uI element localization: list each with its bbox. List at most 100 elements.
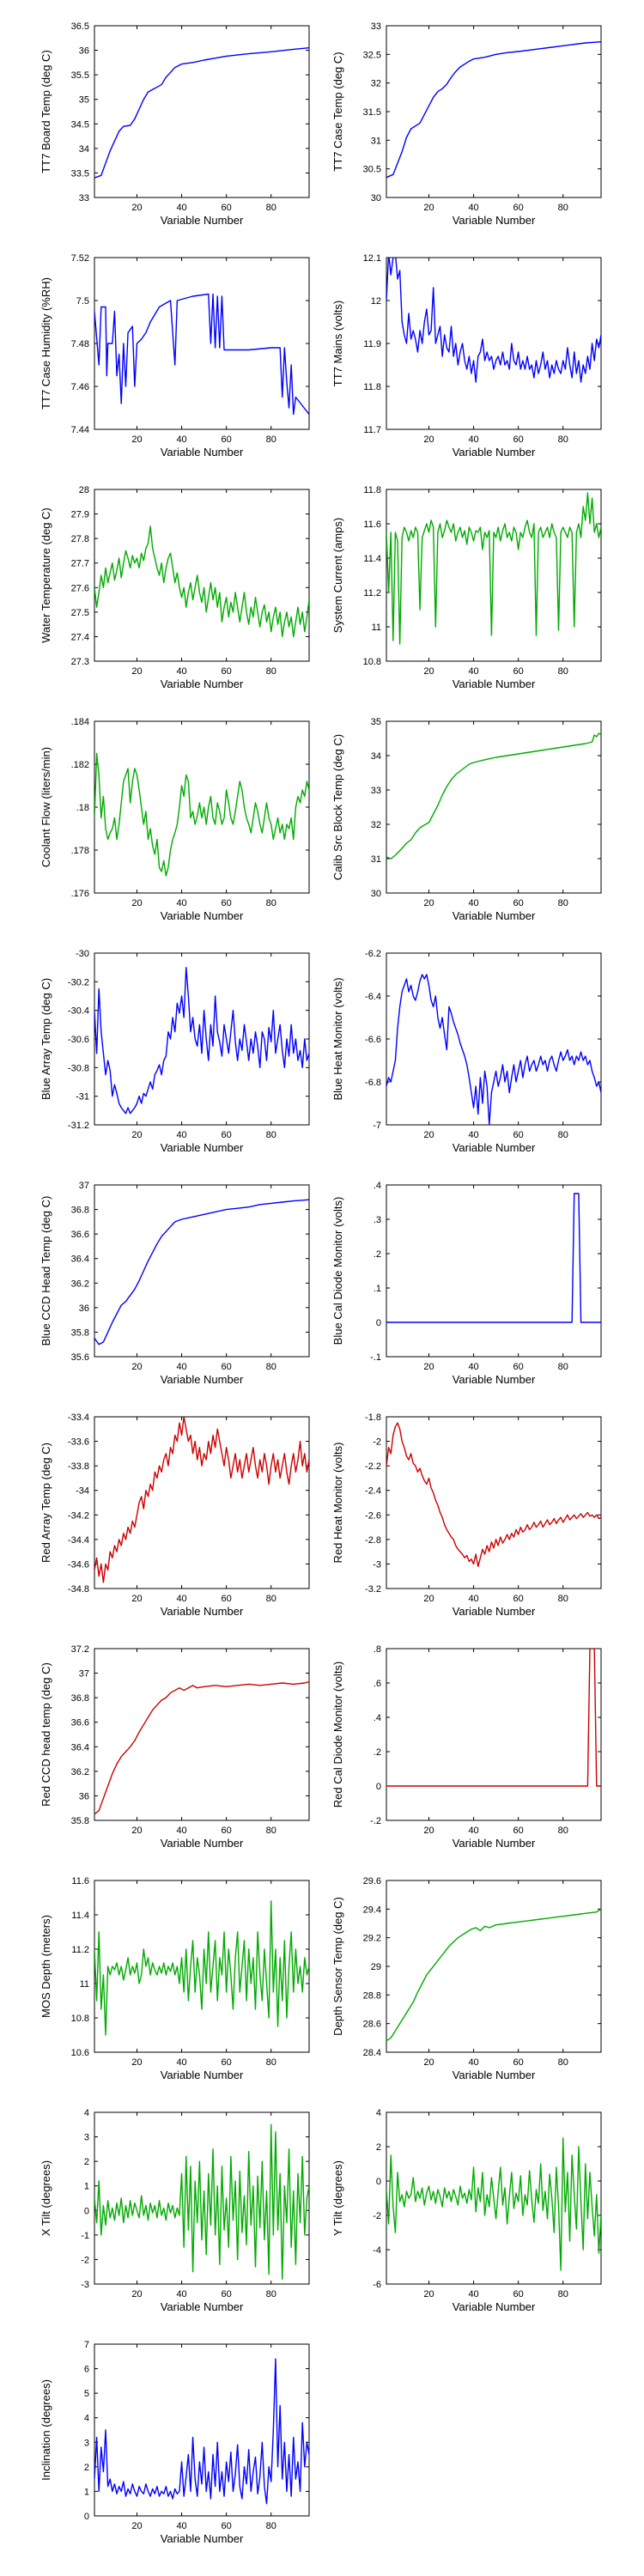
y-tick-label: 7.44 bbox=[71, 425, 89, 435]
plot-frame bbox=[386, 489, 602, 662]
x-axis-label: Variable Number bbox=[161, 2532, 244, 2545]
y-tick-label: 36.8 bbox=[71, 1693, 89, 1704]
plot-frame bbox=[94, 1416, 310, 1589]
y-tick-label: -3 bbox=[373, 1559, 381, 1570]
y-tick-label: -7 bbox=[373, 1121, 381, 1131]
y-tick-label: 10.6 bbox=[71, 2048, 89, 2058]
y-tick-label: 1 bbox=[84, 2487, 89, 2497]
x-tick-label: 20 bbox=[423, 1130, 434, 1140]
x-tick-label: 80 bbox=[558, 2057, 568, 2068]
y-axis-label: Red CCD head temp (deg C) bbox=[39, 1662, 52, 1807]
y-tick-label: 27.3 bbox=[71, 657, 89, 667]
chart-svg: 20 40 60 80 -34.8 -34.6 -34.4 -34.2 -34 -33.8 -33.… bbox=[39, 1413, 310, 1618]
y-tick-label: -2 bbox=[373, 1437, 381, 1448]
y-tick-label: 4 bbox=[84, 2414, 89, 2424]
y-tick-label: 35 bbox=[371, 717, 381, 727]
x-tick-label: 80 bbox=[266, 1362, 276, 1372]
x-tick-label: 80 bbox=[266, 2521, 276, 2531]
chart-1: 20 40 60 80 33 33.5 34 34.5 35 35.5 36 36.5 Variable… bbox=[9, 10, 310, 238]
x-tick-label: 80 bbox=[558, 1594, 568, 1604]
y-tick-label: .178 bbox=[71, 846, 89, 856]
y-tick-label: -2.6 bbox=[365, 1510, 381, 1521]
x-tick-label: 40 bbox=[176, 898, 186, 908]
y-tick-label: 29.6 bbox=[363, 1876, 381, 1886]
plot-frame bbox=[386, 1880, 602, 2053]
y-tick-label: -4 bbox=[373, 2245, 381, 2256]
x-axis-label: Variable Number bbox=[161, 1605, 244, 1618]
chart-svg: 20 40 60 80 -.2 0 .2 .4 .6 .8 Variable Number Red C… bbox=[331, 1644, 602, 1850]
y-tick-label: -34 bbox=[76, 1486, 89, 1497]
series-line-1 bbox=[94, 966, 309, 1115]
y-tick-label: -6.4 bbox=[365, 992, 381, 1002]
series-line-1 bbox=[94, 752, 309, 877]
x-tick-label: 40 bbox=[468, 2057, 478, 2068]
y-tick-label: 28.8 bbox=[363, 1990, 381, 2001]
x-tick-label: 60 bbox=[222, 2289, 232, 2300]
y-tick-label: 7 bbox=[84, 2340, 89, 2350]
x-tick-label: 20 bbox=[423, 434, 434, 445]
y-axis-label: TT7 Mains (volts) bbox=[331, 301, 344, 386]
series-line-1 bbox=[94, 1417, 309, 1583]
y-tick-label: -33.8 bbox=[68, 1461, 89, 1472]
x-tick-label: 80 bbox=[558, 2289, 568, 2300]
x-axis-label: Variable Number bbox=[453, 1605, 536, 1618]
x-tick-label: 80 bbox=[266, 666, 276, 677]
x-tick-label: 40 bbox=[176, 434, 186, 445]
y-tick-label: 30 bbox=[371, 889, 381, 899]
y-axis-label: Depth Sensor Temp (deg C) bbox=[331, 1897, 344, 2036]
chart-svg: 20 40 60 80 35.6 35.8 36 36.2 36.4 36.6 36.8 37 Vari… bbox=[39, 1181, 310, 1386]
series-line-1 bbox=[94, 293, 309, 416]
x-tick-label: 80 bbox=[558, 1362, 568, 1372]
x-axis-label: Variable Number bbox=[161, 214, 244, 227]
chart-svg: 20 40 60 80 10.6 10.8 11 11.2 11.4 11.6 Variable N… bbox=[39, 1876, 310, 2081]
x-tick-label: 20 bbox=[131, 2289, 142, 2300]
y-tick-label: 0 bbox=[376, 2177, 381, 2187]
x-tick-label: 60 bbox=[222, 434, 232, 445]
x-axis-label: Variable Number bbox=[453, 446, 536, 459]
y-tick-label: 12.1 bbox=[363, 253, 381, 264]
y-axis-label: Blue Heat Monitor (volts) bbox=[331, 977, 344, 1100]
y-tick-label: 33 bbox=[371, 786, 381, 796]
y-axis-label: Blue Array Temp (deg C) bbox=[39, 978, 52, 1100]
x-tick-label: 60 bbox=[513, 666, 524, 677]
chart-17: 20 40 60 80 10.6 10.8 11 11.2 11.4 11.6 Variable N… bbox=[9, 1865, 310, 2093]
y-tick-label: -2.4 bbox=[365, 1486, 381, 1497]
y-tick-label: 11.6 bbox=[71, 1876, 89, 1886]
x-tick-label: 60 bbox=[222, 2057, 232, 2068]
y-tick-label: -6 bbox=[373, 2280, 381, 2290]
chart-18: 20 40 60 80 28.4 28.6 28.8 29 29.2 29.4 29.6 Variab… bbox=[301, 1865, 602, 2093]
chart-5: 20 40 60 80 27.3 27.4 27.5 27.6 27.7 27.8 27.9 28 Va… bbox=[9, 474, 310, 702]
chart-svg: 20 40 60 80 10.8 11 11.2 11.4 11.6 11.8 Variable N… bbox=[331, 485, 602, 690]
chart-20: 20 40 60 80 -6 -4 -2 0 2 4 Variable Number Y Tilt (… bbox=[301, 2097, 602, 2324]
y-tick-label: 36.8 bbox=[71, 1206, 89, 1216]
x-tick-label: 60 bbox=[222, 898, 232, 908]
y-tick-label: 28.6 bbox=[363, 2020, 381, 2030]
x-tick-label: 60 bbox=[513, 2057, 524, 2068]
y-tick-label: 31 bbox=[371, 854, 381, 865]
x-tick-label: 60 bbox=[222, 1826, 232, 1836]
chart-4: 20 40 60 80 11.7 11.8 11.9 12 12.1 Variable Numbe… bbox=[301, 242, 602, 470]
y-tick-label: 5 bbox=[84, 2389, 89, 2399]
y-tick-label: -30.4 bbox=[68, 1006, 89, 1017]
y-tick-label: 32 bbox=[371, 820, 381, 830]
y-tick-label: 32.5 bbox=[363, 50, 381, 60]
y-tick-label: -2.2 bbox=[365, 1461, 381, 1472]
plot-frame bbox=[94, 952, 310, 1126]
x-axis-label: Variable Number bbox=[161, 909, 244, 922]
y-tick-label: 7.52 bbox=[71, 253, 89, 264]
y-tick-label: 36.6 bbox=[71, 1718, 89, 1728]
y-tick-label: 7.5 bbox=[76, 296, 89, 307]
chart-3: 20 40 60 80 7.44 7.46 7.48 7.5 7.52 Variable Numb… bbox=[9, 242, 310, 470]
y-tick-label: 11.2 bbox=[71, 1945, 89, 1955]
y-tick-label: -3 bbox=[81, 2280, 89, 2290]
y-axis-label: Calib Src Block Temp (deg C) bbox=[331, 734, 344, 880]
y-tick-label: .176 bbox=[71, 889, 89, 899]
y-tick-label: 29.4 bbox=[363, 1905, 381, 1915]
y-tick-label: 36.4 bbox=[71, 1742, 89, 1753]
x-tick-label: 20 bbox=[423, 203, 434, 213]
series-line-1 bbox=[386, 1193, 601, 1323]
y-axis-label: System Current (amps) bbox=[331, 518, 344, 633]
chart-svg: 20 40 60 80 -3.2 -3 -2.8 -2.6 -2.4 -2.2 -2 -1.8 Vari… bbox=[331, 1413, 602, 1618]
y-tick-label: 30 bbox=[371, 193, 381, 204]
chart-14: 20 40 60 80 -3.2 -3 -2.8 -2.6 -2.4 -2.2 -2 -1.8 Vari… bbox=[301, 1401, 602, 1629]
